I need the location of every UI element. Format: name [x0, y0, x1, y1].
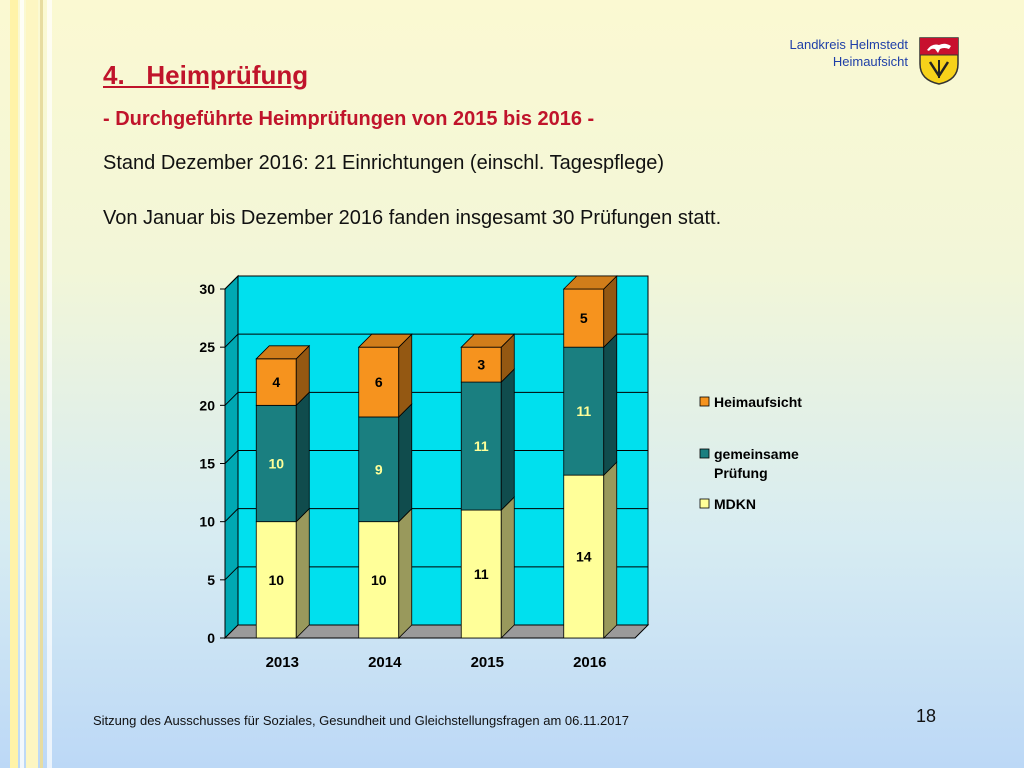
bar-segment-side: [398, 507, 413, 639]
bar-segment: [460, 381, 502, 511]
org-name: Landkreis Helmstedt: [789, 37, 909, 52]
bar-segment: [358, 346, 400, 418]
legend-label: gemeinsame Prüfung: [714, 446, 799, 481]
bar-segment-side: [295, 391, 310, 523]
y-tick-label: 0: [207, 630, 215, 646]
legend-label: Heimaufsicht: [714, 394, 802, 410]
bar-segment: [358, 416, 400, 523]
x-tick-label: 2016: [573, 654, 606, 671]
y-tick-label: 15: [199, 456, 215, 472]
legend-label: MDKN: [714, 496, 756, 512]
data-label: 3: [477, 357, 485, 373]
bar-segment-side: [500, 368, 515, 511]
bar-segment-side: [398, 333, 413, 418]
x-tick-label: 2013: [266, 654, 299, 671]
bar-segment-side: [603, 461, 618, 639]
data-label: 9: [375, 461, 383, 477]
bar-top: [357, 333, 413, 348]
legend-swatch: [699, 498, 710, 509]
organization-label: Landkreis Helmstedt Heimaufsicht: [790, 36, 909, 70]
bar-segment: [563, 288, 605, 348]
bar-top: [562, 275, 618, 290]
bar-segment: [460, 509, 502, 639]
bar-segment-side: [500, 496, 515, 639]
bar-top: [255, 345, 311, 360]
status-line: Stand Dezember 2016: 21 Einrichtungen (e…: [103, 152, 665, 174]
slide-subtitle: - Durchgeführte Heimprüfungen von 2015 b…: [103, 108, 595, 130]
gridline: [224, 275, 648, 290]
decorative-stripes: [0, 0, 60, 768]
data-label: 10: [268, 572, 284, 588]
page-number: 18: [916, 706, 937, 726]
footer-text: Sitzung des Ausschusses für Soziales, Ge…: [93, 713, 629, 728]
data-label: 11: [576, 403, 591, 419]
x-tick-label: 2015: [471, 654, 504, 671]
legend-swatch: [699, 448, 710, 459]
slide-title: 4. Heimprüfung: [103, 60, 309, 90]
y-tick-label: 20: [199, 397, 215, 413]
data-label: 11: [474, 566, 489, 582]
data-label: 11: [474, 438, 489, 454]
bar-segment-side: [603, 333, 618, 477]
bar-segment: [255, 521, 297, 639]
data-label: 14: [576, 549, 592, 565]
data-label: 4: [272, 374, 280, 390]
legend-swatch: [699, 396, 710, 407]
y-tick-label: 10: [199, 514, 215, 530]
x-tick-label: 2014: [368, 654, 402, 671]
data-label: 5: [580, 310, 588, 326]
bar-segment: [255, 404, 297, 523]
stacked-bar-chart: 0 5 10 15 20 25 30 10 10 4 2013 10 9 6 2014 11 11 3 2015 14…: [199, 274, 802, 671]
bar-segment: [563, 474, 605, 639]
data-label: 10: [268, 456, 284, 472]
y-tick-label: 30: [199, 281, 215, 297]
data-label: 10: [371, 572, 387, 588]
bar-segment-side: [295, 507, 310, 639]
coat-of-arms-icon: [919, 37, 959, 85]
y-tick-label: 25: [199, 339, 215, 355]
org-department: Heimaufsicht: [832, 54, 908, 69]
bar-segment-side: [398, 403, 413, 523]
data-label: 6: [375, 374, 383, 390]
bar-top: [460, 333, 516, 348]
bar-segment: [255, 358, 297, 406]
y-tick-label: 5: [207, 572, 215, 588]
summary-line: Von Januar bis Dezember 2016 fanden insg…: [103, 207, 722, 229]
